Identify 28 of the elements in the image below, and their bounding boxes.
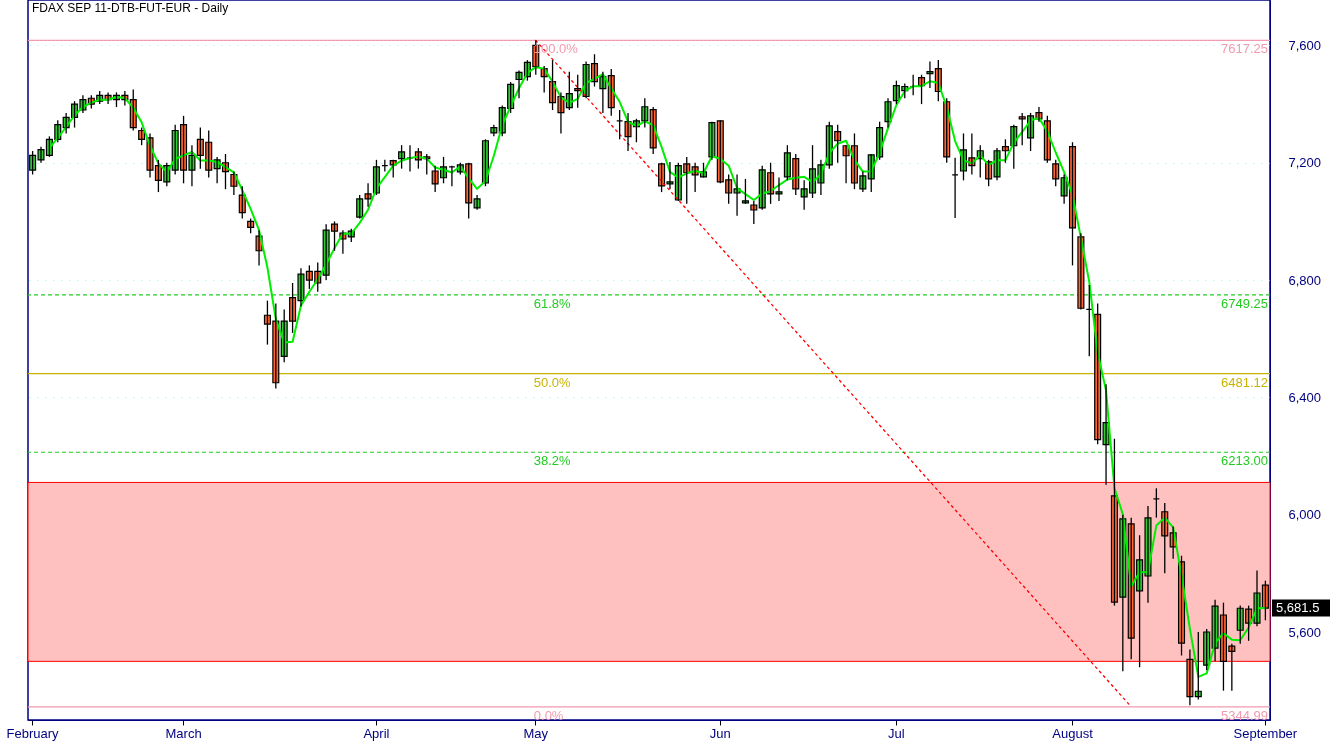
y-tick-label: 5,600 [1288, 624, 1322, 640]
x-tick-label: September [1233, 725, 1298, 741]
ref-line-label: 6213.00 [1221, 453, 1268, 469]
ref-line-label: 6749.25 [1221, 295, 1268, 311]
x-tick-label: Jun [709, 725, 731, 741]
x-tick-label: February [6, 725, 60, 741]
x-tick-label: April [363, 725, 390, 741]
x-tick-label: March [165, 725, 202, 741]
ref-line-label: 5344.99 [1221, 707, 1268, 723]
y-tick-label: 6,000 [1288, 507, 1322, 523]
candlestick [750, 200, 758, 225]
candlestick [741, 178, 749, 205]
y-tick-label: 7,200 [1288, 155, 1322, 171]
x-tick-label: August [1052, 725, 1094, 741]
chart-title: FDAX SEP 11-DTB-FUT-EUR - Daily [32, 1, 229, 15]
y-tick-label: 6,800 [1288, 272, 1322, 288]
ref-line-label: 6481.12 [1221, 374, 1268, 390]
candlestick [1052, 159, 1060, 187]
annotation: 61.8% [533, 295, 572, 311]
ref-line-label: 7617.25 [1221, 41, 1268, 57]
y-tick-label: 6,400 [1288, 389, 1322, 405]
x-tick-label: May [523, 725, 549, 741]
y-tick-label: 7,600 [1288, 37, 1322, 53]
annotation: 38.2% [533, 453, 572, 469]
annotation: 50.0% [533, 374, 572, 390]
text: 5,681.5 [1276, 600, 1320, 616]
x-tick-label: Jul [888, 725, 905, 741]
annotation: 0.0% [533, 707, 564, 723]
